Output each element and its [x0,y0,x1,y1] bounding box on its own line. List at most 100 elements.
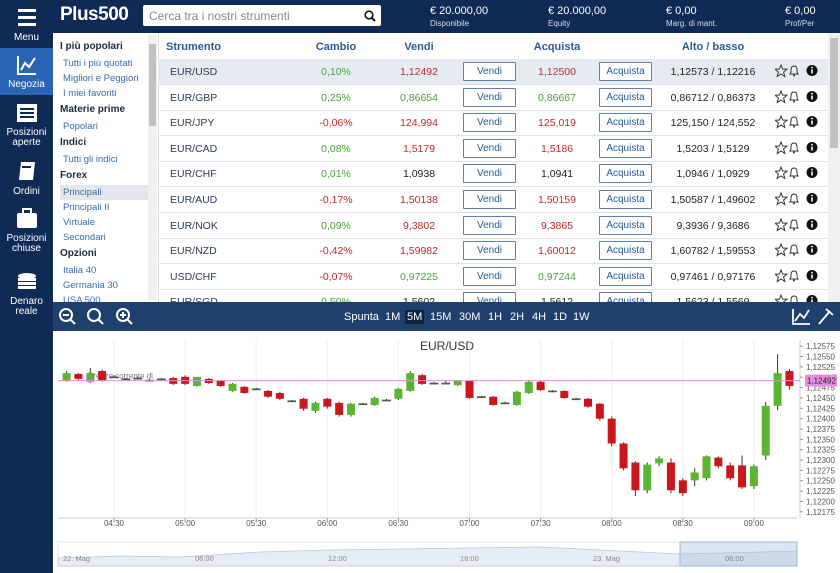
category-nav: I più popolari Tutti i più quotati Miglior… [53,33,159,302]
sidebar-item[interactable]: Posizioni chiuse [0,207,53,257]
nav-item[interactable]: Principali II [63,202,110,213]
buy-button[interactable]: Acquista [599,266,652,286]
zoom-icons[interactable] [57,307,147,327]
sell-button[interactable]: Vendi [463,113,516,133]
buy-button[interactable]: Acquista [599,62,652,81]
nav-group-title: Forex [60,170,88,181]
table-row[interactable]: EUR/NOK 0,09% 9,3802 Vendi 9,3865 Acquista 9,3… [158,213,828,239]
table-row[interactable]: EUR/AUD -0,17% 1,50138 Vendi 1,50159 Acquista… [158,187,828,213]
sell-button[interactable]: Vendi [463,266,516,286]
nav-item[interactable]: Popolari [63,121,98,132]
nav-item[interactable]: USA 500 [63,295,101,302]
timeframe[interactable]: 1M [385,311,401,323]
timeframe[interactable]: 4H [532,311,547,323]
sell-button[interactable]: Vendi [463,87,516,107]
candle-body [666,462,675,491]
sell-price: 1,12492 [400,66,438,78]
buy-button[interactable]: Acquista [599,113,652,133]
navigator-selection[interactable] [679,541,798,567]
timeframe[interactable]: 1H [488,311,503,323]
high-low: 1,5623 / 1,5569 [653,296,773,302]
sell-button[interactable]: Vendi [463,138,516,158]
timeframe[interactable]: 30M [459,311,481,323]
buy-button[interactable]: Acquista [599,164,652,184]
nav-item[interactable]: Principali [60,185,148,200]
row-actions[interactable] [775,268,825,283]
nav-item[interactable]: Germania 30 [63,280,118,291]
search-icon[interactable] [364,10,376,22]
nav-item[interactable]: Virtuale [63,217,96,228]
table-row[interactable]: EUR/GBP 0,25% 0,86654 Vendi 0,86667 Acquista 0… [158,85,828,111]
column-header[interactable]: Cambio [315,41,357,53]
buy-button[interactable]: Acquista [599,190,652,209]
nav-item[interactable]: Migliori e Peggiori [63,73,139,84]
timeframe[interactable]: 1W [573,311,590,323]
table-row[interactable]: EUR/NZD -0,42% 1,59982 Vendi 1,60012 Acquista… [158,238,828,265]
candle-body [536,381,545,391]
sell-button[interactable]: Vendi [463,62,516,81]
high-low: 0,97461 / 0,97176 [670,270,756,283]
sidebar-item[interactable]: Denaro reale [0,270,53,320]
scroll-thumb[interactable] [830,38,838,148]
table-row[interactable]: EUR/USD 0,10% 1,12492 Vendi 1,12500 Acquista 1… [158,59,828,85]
instrument: EUR/SGD [170,296,218,302]
stat-value: € 20.000,00 [548,5,607,17]
timeframe[interactable]: 5M [405,310,425,324]
scroll-thumb[interactable] [149,44,156,126]
row-actions[interactable] [775,243,825,257]
row-actions[interactable] [775,192,825,206]
row-actions[interactable] [775,166,825,181]
row-actions[interactable] [775,64,825,78]
timeframe[interactable]: 15M [430,311,452,323]
row-actions[interactable] [775,294,825,302]
sell-button[interactable]: Vendi [463,241,516,261]
column-header[interactable]: Strumento [166,41,221,53]
table-row[interactable]: EUR/CAD 0,08% 1,5179 Vendi 1,5186 Acquista 1,5… [158,136,828,162]
column-header[interactable]: Acquista [533,41,581,53]
sidebar-item[interactable]: Negozia [0,48,53,95]
row-actions[interactable] [775,115,825,129]
chart-toolbar: Spunta 1M 5M 15M 30M 1H 2H 4H 1D 1W [53,302,840,331]
buy-button[interactable]: Acquista [599,215,652,235]
sell-button[interactable]: Vendi [463,164,516,184]
timeframe[interactable]: 2H [510,311,525,323]
table-row[interactable]: EUR/SGD 0,50%1,5602 Vendi1,5612Acquista1,5… [158,289,828,302]
column-header[interactable]: Vendi [404,41,434,53]
row-actions[interactable] [775,89,825,104]
buy-button[interactable]: Acquista [599,138,652,158]
nav-item[interactable]: Italia 40 [63,265,97,276]
nav-item[interactable]: I miei favoriti [63,88,117,99]
nav-item[interactable]: Tutti gli indici [63,154,118,165]
timeframe[interactable]: Spunta [344,311,379,323]
row-actions[interactable] [775,140,825,155]
candle-body [643,464,652,491]
logo[interactable]: Plus500 [60,4,129,25]
sidebar-item[interactable]: Ordini [0,160,53,200]
sidebar-item[interactable]: Menu [0,6,53,46]
change: -0,06% [319,117,353,130]
column-header[interactable]: Alto / basso [681,41,745,53]
tool-icons[interactable] [791,307,837,327]
timeframe[interactable]: 1D [553,311,568,323]
sidebar-icon [16,208,37,228]
table-row[interactable]: EUR/JPY -0,06% 124,994 Vendi 125,019 Acquista… [158,110,828,137]
buy-button[interactable]: Acquista [599,292,652,302]
scrollbar[interactable] [148,35,157,300]
nav-item[interactable]: Tutti i più quotati [63,58,133,69]
sell-button[interactable]: Vendi [463,215,516,235]
sell-button[interactable]: Vendi [463,190,516,209]
nav-item[interactable]: Secondari [63,232,106,243]
buy-button[interactable]: Acquista [599,241,652,261]
sell-button[interactable]: Vendi [463,292,516,302]
y-tick-label: 1,12475 [806,384,835,393]
y-tick-label: 1,12325 [806,446,835,455]
table-row[interactable]: EUR/CHF 0,01% 1,0938 Vendi 1,0941 Acquista 1,0… [158,161,828,188]
row-actions[interactable] [775,217,825,232]
y-tick-label: 1,12575 [806,342,835,351]
buy-button[interactable]: Acquista [599,87,652,107]
sidebar-item[interactable]: Posizioni aperte [0,101,53,151]
search-box[interactable]: Cerca tra i nostri strumenti [143,5,381,26]
table-row[interactable]: USD/CHF -0,07% 0,97225 Vendi 0,97244 Acquista… [158,264,828,290]
change: 0,08% [321,142,351,155]
